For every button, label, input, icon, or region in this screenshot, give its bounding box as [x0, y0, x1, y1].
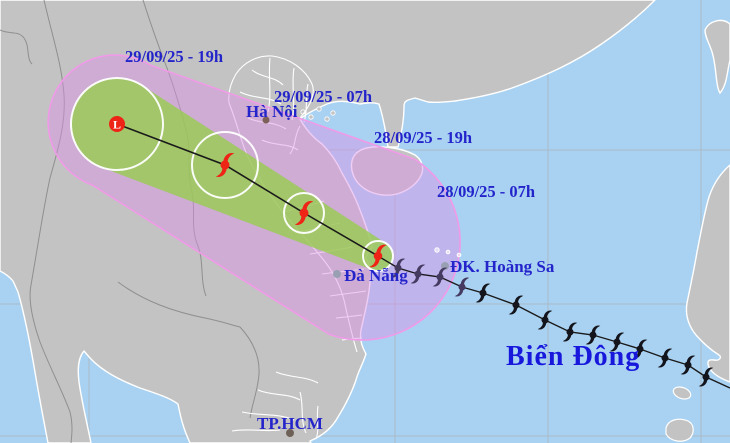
storm-symbols	[215, 153, 714, 387]
city-label-hanoi: Hà Nội	[246, 102, 298, 121]
typhoon-symbol	[657, 348, 673, 368]
uncertainty-circle	[362, 240, 394, 272]
country-borders	[0, 0, 260, 443]
typhoon-symbol	[432, 267, 448, 287]
paracel-islets	[434, 247, 462, 258]
storm-track-lines	[116, 123, 730, 389]
low-pressure-marker: L	[109, 116, 125, 132]
uncertainty-circle	[191, 131, 259, 199]
typhoon-symbol	[454, 277, 470, 297]
past-track-line	[377, 255, 730, 389]
typhoon-symbol	[369, 244, 387, 268]
forecast-cone	[70, 77, 394, 271]
danang-dot	[333, 270, 341, 278]
typhoon-symbol	[698, 367, 714, 387]
timestamp-label: 28/09/25 - 07h	[437, 182, 535, 201]
hanoi-dot	[262, 116, 270, 124]
low-marker-letter: L	[113, 118, 121, 132]
typhoon-symbol	[410, 264, 426, 284]
typhoon-symbol	[390, 258, 406, 278]
typhoon-symbol	[680, 355, 696, 375]
typhoon-symbol	[215, 153, 235, 177]
uncertainty-circle	[70, 77, 164, 171]
sea-label: Biển Đông	[506, 341, 640, 372]
island	[665, 418, 694, 442]
timestamp-label: 29/09/25 - 07h	[274, 87, 372, 106]
typhoon-symbol	[537, 310, 553, 330]
map-labels: 29/09/25 - 19h 29/09/25 - 07h 28/09/25 -…	[125, 47, 640, 433]
uncertainty-circle	[283, 192, 325, 234]
typhoon-symbol	[632, 339, 648, 359]
city-label-danang: Đà Nẵng	[344, 266, 408, 285]
luzon-coast	[685, 164, 730, 383]
timestamp-label: 28/09/25 - 19h	[374, 128, 472, 147]
hainan-island	[350, 146, 424, 196]
hcm-dot	[286, 429, 294, 437]
typhoon-symbol	[562, 322, 578, 342]
island	[672, 386, 692, 400]
typhoon-symbol	[508, 295, 524, 315]
typhoon-symbol	[609, 332, 625, 352]
typhoon-symbol	[475, 283, 491, 303]
timestamp-label: 29/09/25 - 19h	[125, 47, 223, 66]
island-label-hoangsa: ĐK. Hoàng Sa	[450, 257, 555, 276]
forecast-track-line	[116, 123, 379, 257]
uncertainty-circles	[70, 77, 394, 272]
coast-top-right	[704, 19, 730, 95]
low-marker-circle	[109, 116, 125, 132]
typhoon-symbol	[294, 201, 314, 225]
typhoon-symbol	[585, 325, 601, 345]
city-label-hcm: TP.HCM	[257, 414, 323, 433]
